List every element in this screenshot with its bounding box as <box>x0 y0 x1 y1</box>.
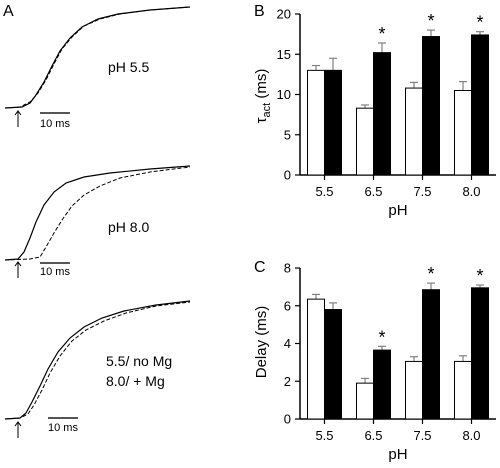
panel-c-x-tick-label: 6.5 <box>364 428 382 443</box>
panel-b-y-tick-label: 15 <box>277 47 291 62</box>
panel-b-bar-filled <box>422 36 440 176</box>
trace-3-solid <box>4 300 191 420</box>
trace-3-arrow <box>14 421 22 438</box>
panel-b-bar-open <box>405 87 423 176</box>
panel-c-y-axis-label: Delay (ms) <box>253 306 270 379</box>
panel-c-bar-open <box>405 360 423 420</box>
panel-c-y-tick-label: 4 <box>284 336 291 351</box>
panel-b-x-tick-label: 6.5 <box>364 184 382 199</box>
panel-b-chart: 0 5 10 15 20 5.5 6.5 * 7.5 * 8.0 * pH <box>277 7 496 219</box>
panel-b-y-label-sub: act <box>261 103 273 118</box>
trace-2-solid <box>4 165 191 261</box>
panel-b-x-axis-label: pH <box>388 202 407 219</box>
trace-1-dashed <box>4 6 191 109</box>
panel-b-significance-marker: * <box>427 11 434 31</box>
panel-c-bar-open <box>454 360 472 420</box>
trace-2-scale-label: 10 ms <box>40 266 70 278</box>
panel-c-y-tick-label: 0 <box>284 412 291 427</box>
panel-c-bar-filled <box>422 289 440 420</box>
panel-b-x-tick-label: 5.5 <box>315 184 333 199</box>
panel-c-significance-marker: * <box>378 327 385 347</box>
panel-c-bar-filled <box>373 349 391 420</box>
trace-1-arrow <box>14 110 22 127</box>
trace-2-arrow <box>14 261 22 278</box>
trace-3-condition-label-line1: 5.5/ no Mg <box>106 353 172 369</box>
panel-b-bar-filled <box>471 34 489 176</box>
panel-b-bar-open <box>307 69 325 176</box>
trace-group-1: 10 ms pH 5.5 <box>4 6 191 130</box>
panel-c-y-tick-label: 2 <box>284 374 291 389</box>
trace-3-condition-label-line2: 8.0/ + Mg <box>106 373 165 389</box>
panel-b-bar-open <box>356 107 374 176</box>
panel-b-y-axis-label: τact (ms) <box>253 69 273 124</box>
panel-b-y-tick-label: 0 <box>284 168 291 183</box>
panel-c-bar-open <box>356 382 374 420</box>
panel-b-bar-filled <box>324 69 342 176</box>
panel-c-letter: C <box>254 259 266 276</box>
panel-c-bar-open <box>307 298 325 420</box>
panel-b-letter: B <box>254 3 265 20</box>
trace-2-dashed <box>4 166 191 261</box>
trace-1-condition-label: pH 5.5 <box>108 59 149 75</box>
panel-b-bar-open <box>454 89 472 176</box>
panel-c-x-axis-label: pH <box>388 446 407 463</box>
panel-b-y-label-main: τ <box>253 117 270 123</box>
trace-group-2: 10 ms pH 8.0 <box>4 165 191 278</box>
panel-c-y-tick-label: 6 <box>284 298 291 313</box>
trace-3-dashed <box>4 301 191 420</box>
panel-c-bar-filled <box>471 287 489 420</box>
panel-b-x-tick-label: 8.0 <box>462 184 480 199</box>
panel-c-bar-filled <box>324 309 342 420</box>
panel-b-x-tick-label: 7.5 <box>413 184 431 199</box>
panel-c-x-tick-label: 5.5 <box>315 428 333 443</box>
panel-b-y-tick-label: 20 <box>277 7 291 22</box>
panel-b: B τact (ms) 0 5 10 15 20 5.5 6.5 * 7.5 * 8.0 * pH <box>253 3 496 219</box>
trace-1-scale-label: 10 ms <box>40 118 70 130</box>
panel-b-significance-marker: * <box>476 13 483 33</box>
panel-c-significance-marker: * <box>427 264 434 284</box>
trace-group-3: 10 ms 5.5/ no Mg 8.0/ + Mg <box>4 300 191 438</box>
trace-1-solid <box>4 6 191 109</box>
panel-c-x-tick-label: 7.5 <box>413 428 431 443</box>
trace-2-condition-label: pH 8.0 <box>108 219 149 235</box>
panel-b-significance-marker: * <box>378 24 385 44</box>
panel-c-y-tick-label: 8 <box>284 261 291 276</box>
panel-c-x-tick-label: 8.0 <box>462 428 480 443</box>
panel-b-y-tick-label: 5 <box>284 127 291 142</box>
panel-c: C Delay (ms) 0 2 4 6 8 5.5 6.5 * 7.5 * 8.0 * pH <box>253 259 496 463</box>
panel-c-chart: 0 2 4 6 8 5.5 6.5 * 7.5 * 8.0 * pH <box>284 261 496 463</box>
panel-b-y-label-unit: (ms) <box>253 69 270 103</box>
panel-c-significance-marker: * <box>476 266 483 286</box>
trace-3-scale-label: 10 ms <box>48 422 78 434</box>
panel-b-y-tick-label: 10 <box>277 87 291 102</box>
panel-a-letter: A <box>3 3 14 20</box>
panel-a: A 10 ms pH 5.5 10 ms pH 8.0 10 ms 5.5 <box>3 3 191 438</box>
panel-b-bar-filled <box>373 52 391 176</box>
